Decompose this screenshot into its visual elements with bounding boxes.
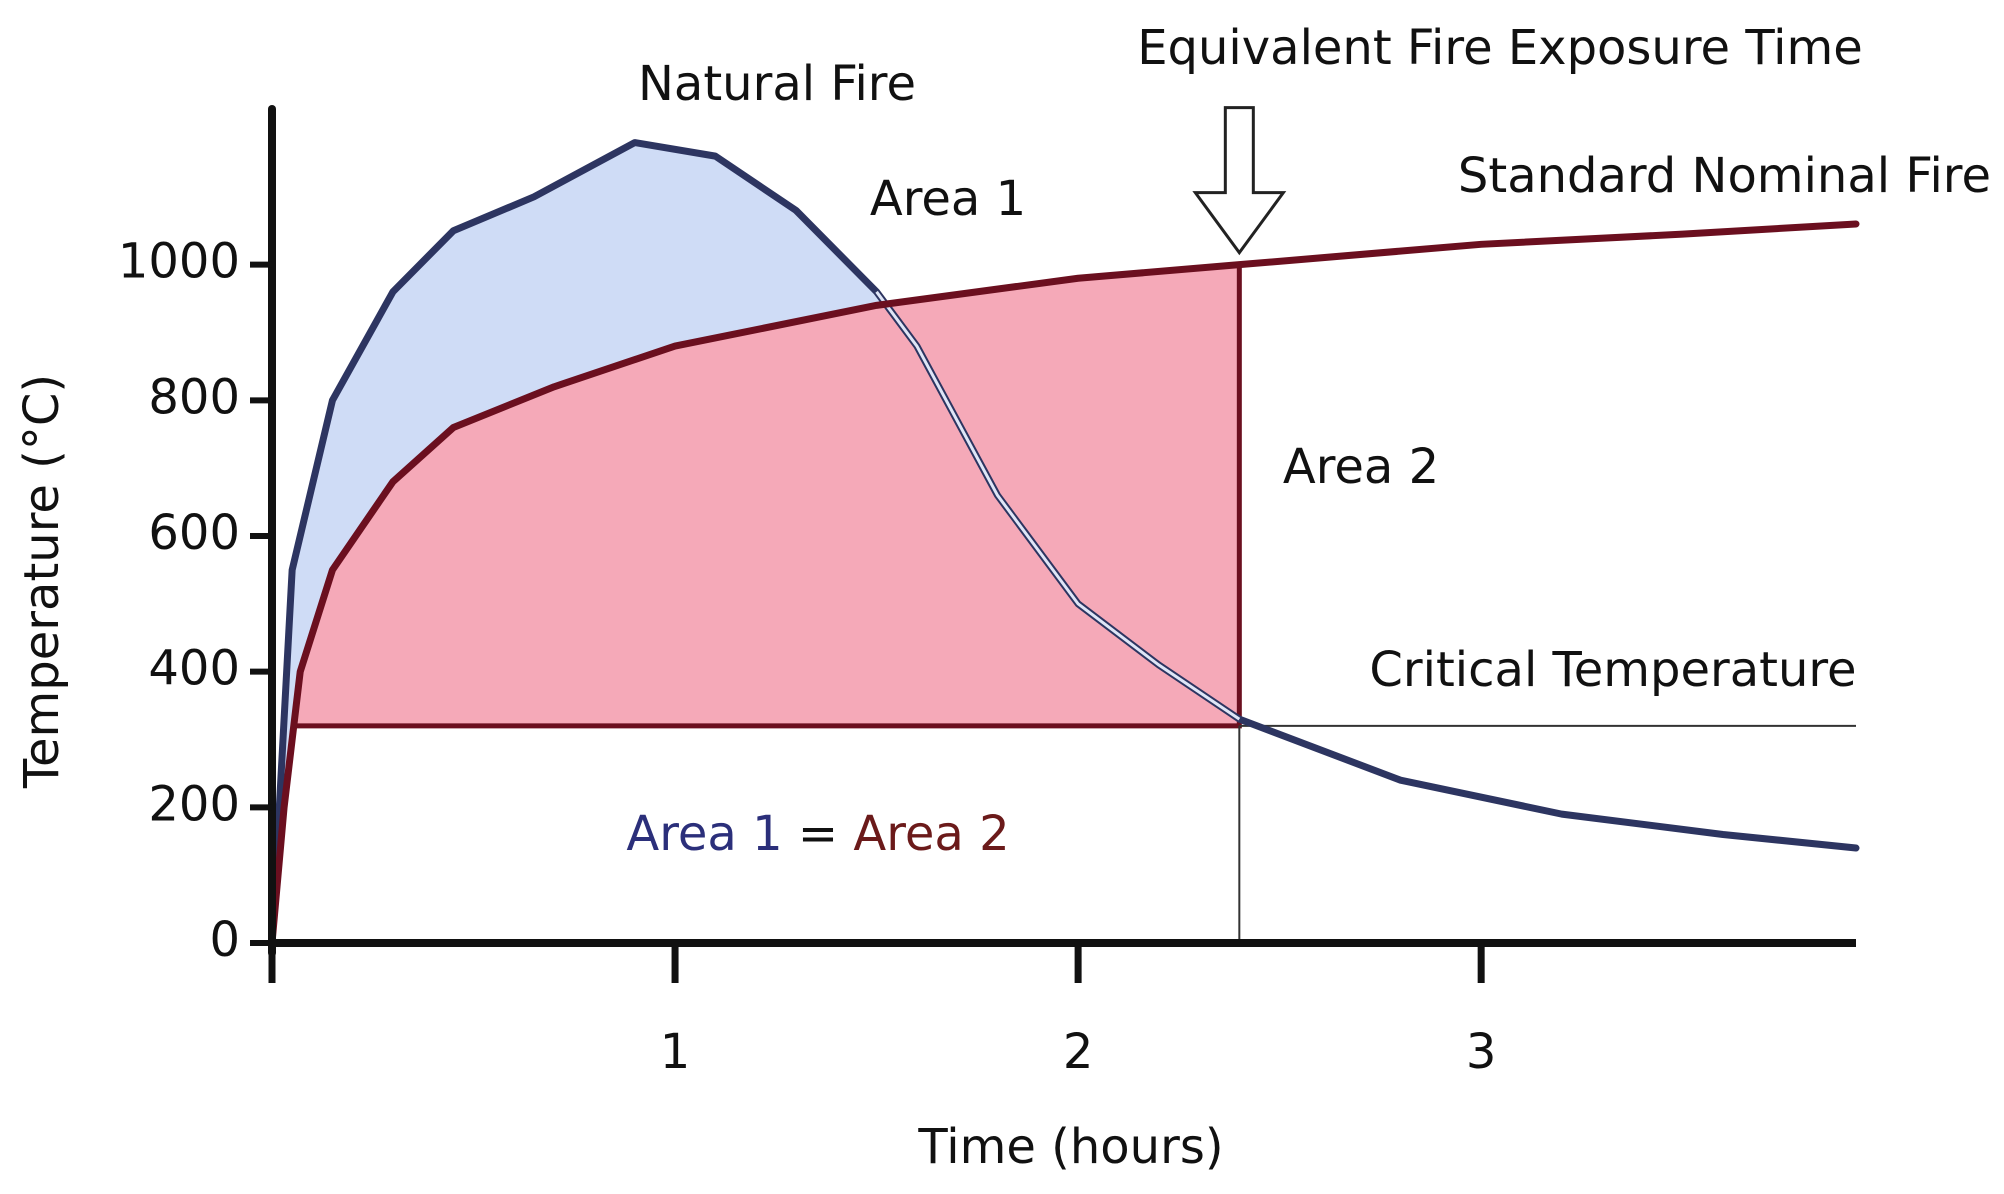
equation-left: Area 1 <box>626 806 782 862</box>
equation: Area 1 = Area 2 <box>626 806 1009 862</box>
y-tick-label: 0 <box>209 912 240 968</box>
y-tick-label: 1000 <box>118 234 240 290</box>
y-tick-label: 400 <box>148 641 240 697</box>
critical-label: Critical Temperature <box>1369 642 1856 698</box>
time-arrow <box>1192 106 1287 256</box>
x-axis-label: Time (hours) <box>917 1119 1223 1175</box>
y-axis-label: Temperature (°C) <box>14 374 70 789</box>
x-tick-label: 3 <box>1466 1024 1497 1080</box>
equation-sign: = <box>798 806 838 862</box>
legend-natural: Natural Fire <box>638 56 916 112</box>
equation-right: Area 2 <box>853 806 1009 862</box>
x-tick-label: 2 <box>1063 1024 1094 1080</box>
area-2-label: Area 2 <box>1283 439 1439 495</box>
area-1-label: Area 1 <box>870 171 1026 227</box>
x-tick-label: 1 <box>660 1024 691 1080</box>
chart-title: Equivalent Fire Exposure Time <box>1137 20 1863 76</box>
series-line <box>268 139 1860 947</box>
series-line <box>268 220 1860 947</box>
y-tick-label: 800 <box>148 369 240 425</box>
y-tick-label: 200 <box>148 776 240 832</box>
y-tick-label: 600 <box>148 505 240 561</box>
legend-standard: Standard Nominal Fire <box>1458 148 1991 204</box>
series-highlight <box>875 290 1241 721</box>
